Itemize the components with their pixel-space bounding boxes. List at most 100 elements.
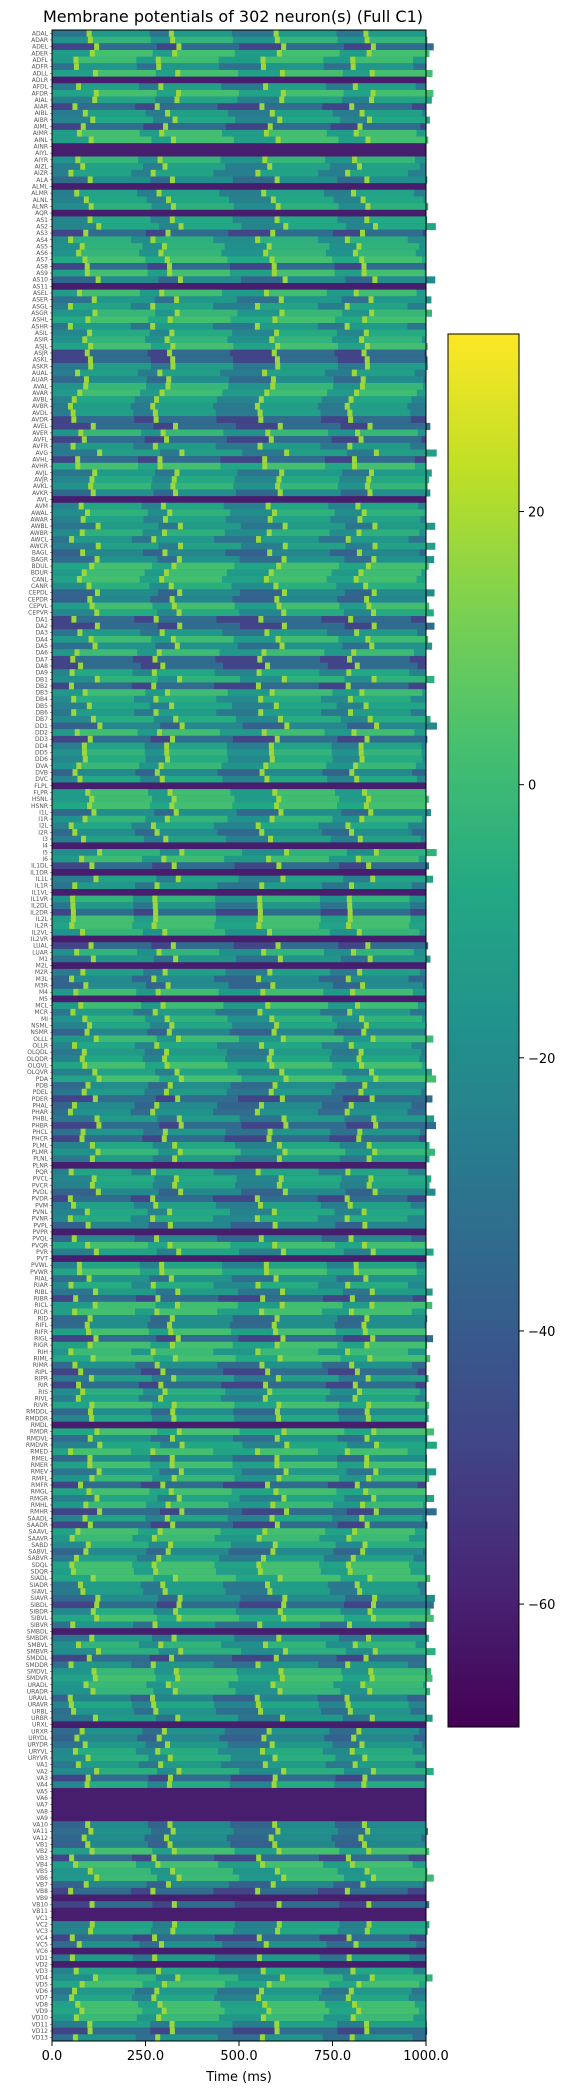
heatmap-spike	[150, 1348, 156, 1356]
heatmap-spike	[69, 1561, 75, 1569]
heatmap-segment	[86, 1501, 147, 1509]
heatmap-segment	[356, 289, 417, 297]
heatmap-segment	[81, 1368, 141, 1376]
heatmap-row	[52, 1881, 426, 1889]
row-label: IL2VR	[31, 936, 48, 943]
heatmap-spike	[361, 1028, 367, 1036]
heatmap-spike	[80, 968, 86, 976]
heatmap-spike	[67, 402, 73, 410]
heatmap-row	[52, 296, 426, 304]
heatmap-spike	[179, 449, 185, 457]
heatmap-segment	[360, 123, 421, 131]
heatmap-row	[52, 1761, 426, 1769]
heatmap-segment	[279, 862, 340, 870]
heatmap-spike	[273, 1654, 279, 1662]
heatmap-spike	[361, 269, 367, 277]
heatmap-segment	[347, 1887, 408, 1895]
heatmap-spike	[280, 1248, 286, 1256]
heatmap-segment	[354, 729, 415, 737]
heatmap-segment	[285, 1648, 346, 1656]
heatmap-segment	[182, 849, 243, 857]
heatmap-segment	[260, 1568, 321, 1576]
heatmap-segment	[76, 1554, 137, 1562]
heatmap-segment	[375, 1188, 436, 1196]
heatmap-row	[52, 762, 426, 770]
heatmap-segment	[167, 336, 228, 344]
heatmap-segment	[374, 1115, 435, 1123]
heatmap-spike	[170, 942, 176, 950]
heatmap-spike	[95, 542, 101, 550]
row-label: ALNL	[33, 197, 49, 204]
heatmap-spike	[361, 263, 367, 271]
heatmap-segment	[98, 542, 159, 550]
heatmap-segment	[275, 1541, 336, 1549]
heatmap-row	[52, 1281, 426, 1289]
heatmap-segment	[73, 1568, 134, 1576]
row-label: URXR	[31, 1728, 48, 1735]
heatmap-row	[52, 1668, 426, 1676]
row-label: PVDR	[31, 1196, 48, 1203]
heatmap-spike	[374, 1441, 380, 1449]
heatmap-row	[52, 1854, 426, 1862]
heatmap-segment	[70, 1195, 131, 1203]
heatmap-segment	[376, 223, 436, 231]
heatmap-spike	[151, 1701, 157, 1709]
heatmap-spike	[275, 1375, 281, 1383]
heatmap-segment	[269, 1981, 330, 1989]
heatmap-segment	[373, 43, 434, 51]
heatmap-segment	[181, 1075, 242, 1083]
heatmap-row	[52, 1195, 426, 1203]
heatmap-segment	[348, 1661, 409, 1669]
heatmap-segment	[283, 89, 344, 97]
heatmap-row	[52, 1135, 426, 1143]
heatmap-segment	[348, 1348, 408, 1356]
heatmap-segment	[280, 489, 341, 497]
heatmap-spike	[271, 269, 277, 277]
row-label: AIAL	[35, 97, 49, 104]
heatmap-spike	[362, 1221, 368, 1230]
heatmap-spike	[349, 2034, 355, 2042]
heatmap-segment	[84, 835, 144, 843]
heatmap-spike	[260, 1295, 266, 1303]
row-label: VC2	[36, 1921, 48, 1928]
heatmap-segment	[367, 1341, 428, 1349]
heatmap-segment	[163, 1368, 224, 1376]
heatmap-spike	[152, 442, 158, 450]
heatmap-spike	[345, 1281, 351, 1289]
heatmap-row	[52, 649, 426, 657]
heatmap-spike	[267, 928, 273, 937]
heatmap-spike	[276, 1155, 282, 1163]
heatmap-segment	[167, 749, 228, 757]
heatmap-spike	[259, 103, 265, 111]
heatmap-segment	[369, 1847, 430, 1855]
heatmap-segment	[278, 1827, 339, 1835]
heatmap-row	[52, 216, 426, 224]
heatmap-spike	[178, 1075, 184, 1083]
heatmap-spike	[178, 1122, 184, 1130]
heatmap-spike	[357, 123, 363, 131]
heatmap-spike	[257, 1201, 263, 1210]
heatmap-segment	[367, 2021, 427, 2029]
heatmap-segment	[261, 1235, 322, 1243]
heatmap-segment	[90, 1521, 151, 1529]
heatmap-spike	[366, 1634, 372, 1642]
heatmap-segment	[257, 1694, 318, 1702]
heatmap-row	[52, 1734, 426, 1742]
heatmap-spike	[260, 63, 266, 71]
heatmap-spike	[89, 1401, 95, 1409]
heatmap-segment	[73, 655, 134, 663]
heatmap-row	[52, 409, 426, 417]
heatmap-segment	[81, 502, 142, 510]
row-label: PHAR	[32, 1109, 48, 1116]
heatmap-segment	[361, 436, 422, 444]
heatmap-spike	[79, 529, 85, 537]
heatmap-spike	[165, 1501, 171, 1509]
heatmap-spike	[175, 1095, 181, 1103]
heatmap-spike	[154, 1042, 160, 1050]
heatmap-segment	[258, 1701, 319, 1709]
heatmap-spike	[165, 1681, 171, 1689]
heatmap-segment	[286, 1468, 347, 1476]
heatmap-segment	[348, 1854, 409, 1862]
heatmap-segment	[285, 276, 346, 284]
heatmap-spike	[174, 469, 180, 477]
